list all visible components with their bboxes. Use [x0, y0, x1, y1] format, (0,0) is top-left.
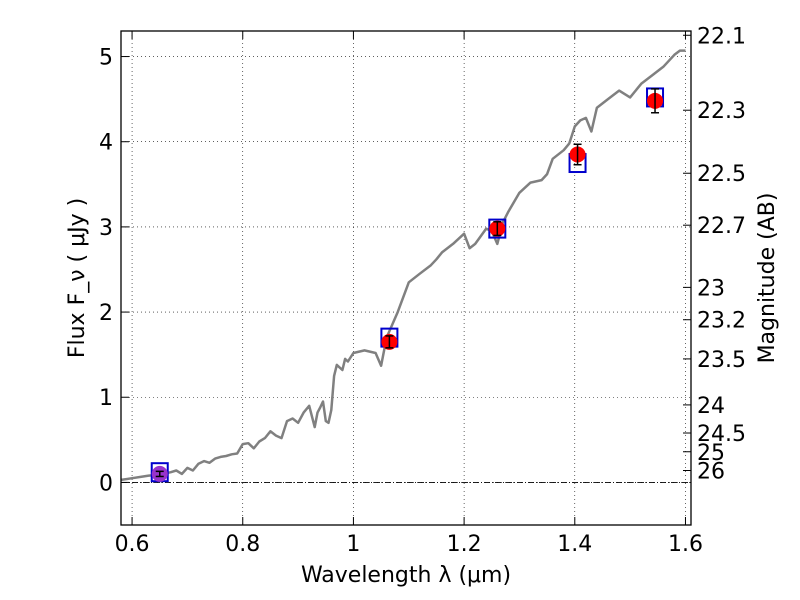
x-tick-label: 1.4: [557, 532, 592, 557]
magnitude-tick-label: 24: [697, 394, 725, 419]
x-axis-label: Wavelength λ (μm): [301, 563, 511, 588]
x-tick-labels: 0.6 0.8 1 1.2 1.4 1.6: [115, 532, 703, 557]
y-tick-label: 3: [99, 216, 113, 241]
magnitude-tick-label: 23.5: [697, 348, 746, 373]
spectrum-series: [120, 49, 686, 482]
magnitude-tick-label: 23: [697, 276, 725, 301]
magnitude-tick-label: 26: [697, 459, 725, 484]
grid-lines: [121, 31, 691, 525]
y-tick-labels: 0 1 2 3 4 5: [99, 46, 113, 497]
x-tick-label: 1: [346, 532, 360, 557]
spectrum-line: [120, 49, 686, 482]
y-axis-label: Flux F_ν ( μJy ): [65, 198, 90, 358]
magnitude-tick-label: 22.7: [697, 214, 746, 239]
magnitude-tick-label: 22.5: [697, 162, 746, 187]
y-tick-label: 5: [99, 46, 113, 71]
x-tick-label: 0.6: [115, 532, 150, 557]
y-tick-label: 0: [99, 471, 113, 496]
magnitude-tick-label: 22.3: [697, 99, 746, 124]
y-tick-label: 2: [99, 301, 113, 326]
x-tick-label: 0.8: [225, 532, 260, 557]
axis-ticks: [121, 31, 691, 525]
error-bars: [155, 88, 660, 478]
x-tick-label: 1.2: [447, 532, 482, 557]
plot-frame: [120, 30, 692, 526]
magnitude-tick-label: 23.2: [697, 309, 746, 334]
magnitude-tick-label: 24.5: [697, 422, 746, 447]
y-tick-label: 4: [99, 131, 113, 156]
magnitude-tick-label: 22.1: [697, 24, 746, 49]
observed-photometry-series: [151, 92, 664, 482]
right-axis-label: Magnitude (AB): [755, 193, 780, 364]
x-tick-label: 1.6: [668, 532, 703, 557]
y-tick-label: 1: [99, 386, 113, 411]
magnitude-tick-label: 25: [697, 441, 725, 466]
